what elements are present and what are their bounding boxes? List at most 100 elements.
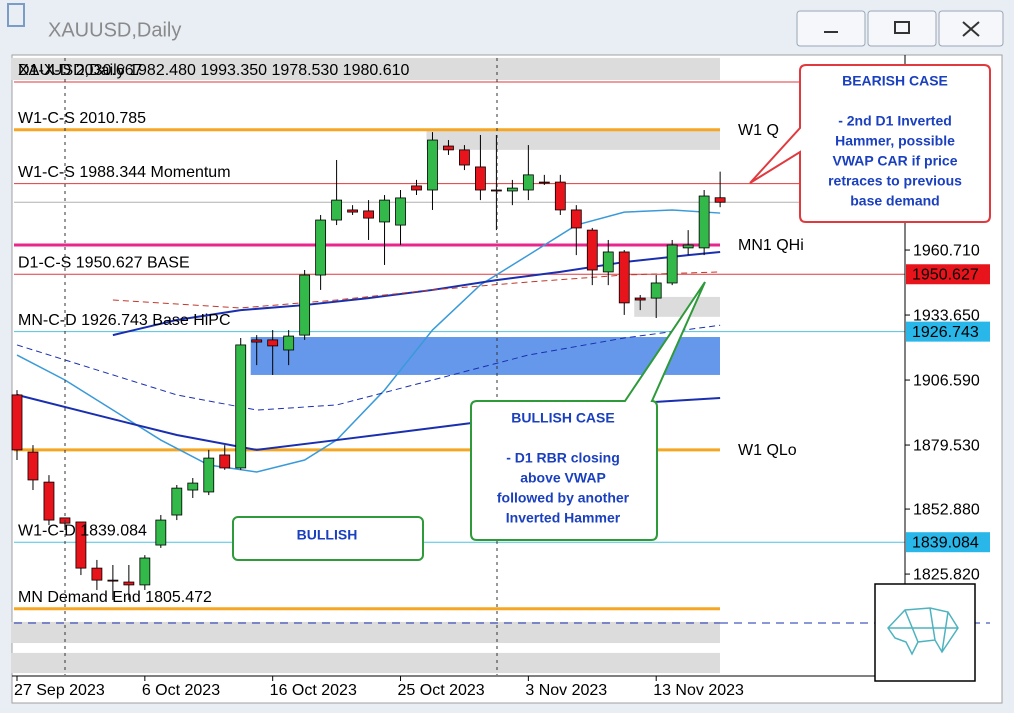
candle-body: [139, 557, 151, 586]
candle-body: [650, 282, 662, 299]
y-tick-label: 1933.650: [913, 307, 980, 324]
logo-box: [874, 583, 976, 682]
candle-body: [666, 244, 678, 284]
candle-body: [11, 394, 23, 451]
candle-body: [347, 209, 358, 213]
candle-body: [267, 339, 279, 347]
candle-body: [490, 189, 502, 192]
candle-body: [602, 251, 614, 273]
price-tag-label: 1950.627: [912, 266, 979, 283]
price-zone: [250, 337, 720, 375]
bear-logo: [887, 607, 959, 656]
candle-body: [443, 145, 454, 151]
close-icon: [962, 21, 980, 37]
candle-body: [219, 454, 231, 469]
callout-text: VWAP CAR if price: [833, 153, 958, 169]
candle-body: [315, 219, 327, 276]
candle-body: [187, 482, 199, 491]
candle-body: [75, 521, 87, 569]
candle-body: [395, 197, 406, 226]
level-label: D1-X-D 2030.667: [18, 62, 143, 79]
candle-body: [331, 199, 343, 221]
callout-text: retraces to previous: [828, 173, 962, 189]
price-tag-label: 1839.084: [912, 534, 979, 551]
level-label: D1-C-S 1950.627 BASE: [18, 254, 190, 271]
callout-text: base demand: [850, 193, 939, 209]
maximize-icon: [894, 21, 910, 34]
candle-body: [155, 519, 167, 546]
x-tick-label: 3 Nov 2023: [525, 682, 607, 699]
callout-text: Inverted Hammer: [506, 510, 621, 526]
candle-body: [698, 195, 710, 249]
indicator-line: [16, 324, 721, 411]
level-right-label: W1 QLo: [738, 442, 797, 459]
candle-body: [43, 481, 55, 521]
label-text: BULLISH: [297, 527, 358, 543]
level-right-label: MN1 QHi: [738, 237, 804, 254]
minimize-button[interactable]: [796, 10, 866, 47]
callout-text: above VWAP: [520, 470, 606, 486]
callout-text: followed by another: [497, 490, 630, 506]
price-zone: [11, 652, 720, 674]
callout-text: Hammer, possible: [835, 133, 955, 149]
candle-body: [682, 244, 694, 249]
window-icon: [7, 3, 25, 27]
level-right-label: W1 Q: [738, 122, 779, 139]
price-tag-label: 1926.743: [912, 324, 979, 341]
candle-body: [554, 181, 566, 211]
level-label: W1-C-S 1988.344 Momentum: [18, 164, 231, 181]
candle-body: [427, 139, 438, 191]
candle-body: [91, 567, 103, 581]
price-zone: [426, 129, 720, 150]
plot: D1-X-D 2030.667 W1-C-S 2010.785 W1 Q W1-C-S…: [11, 57, 990, 699]
price-zone: [11, 621, 720, 644]
candle-body: [634, 297, 646, 301]
callout-title: BEARISH CASE: [842, 73, 948, 89]
candle-body: [251, 339, 263, 343]
candle-body: [283, 335, 295, 351]
candle-body: [618, 251, 630, 304]
candle-body: [235, 344, 247, 469]
candle-body: [411, 185, 422, 191]
callout-text: - D1 RBR closing: [506, 450, 620, 466]
y-tick-label: 1852.880: [913, 501, 980, 518]
maximize-button[interactable]: [867, 10, 937, 47]
overlays: BEARISH CASE - 2nd D1 Inverted Hammer, p…: [232, 64, 991, 682]
candle-body: [171, 487, 183, 516]
candle-body: [475, 166, 486, 191]
x-tick-label: 16 Oct 2023: [270, 682, 357, 699]
x-tick-label: 6 Oct 2023: [142, 682, 220, 699]
x-tick-label: 27 Sep 2023: [14, 682, 105, 699]
candle-body: [203, 457, 215, 493]
candle-body: [459, 149, 470, 166]
x-tick-label: 13 Nov 2023: [653, 682, 744, 699]
window-title: XAUUSD,Daily: [48, 19, 181, 41]
candle-body: [522, 174, 534, 191]
candle-body: [363, 210, 374, 219]
y-tick-label: 1960.710: [913, 242, 980, 259]
callout-title: BULLISH CASE: [511, 410, 614, 426]
level-label: W1-C-S 2010.785: [18, 110, 146, 127]
candle-body: [570, 209, 582, 229]
price-zone: [11, 57, 720, 80]
candle-body: [506, 187, 518, 192]
candle-body: [379, 199, 390, 223]
level-label: W1-C-D 1839.084: [18, 522, 147, 539]
candle-body: [714, 197, 726, 203]
candle-body: [123, 581, 135, 586]
y-tick-label: 1825.820: [913, 566, 980, 583]
bearish-callout: [749, 64, 991, 223]
candle-body: [299, 274, 311, 336]
candle-body: [107, 579, 119, 582]
price-tag: [906, 264, 990, 285]
x-tick-label: 25 Oct 2023: [398, 682, 485, 699]
level-label: MN-C-D 1926.743 Base HiPC: [18, 312, 231, 329]
chart-header: XAUUSD,Daily 1982.480 1993.350 1978.530 …: [18, 62, 410, 79]
candle-body: [27, 451, 39, 481]
price-zone: [634, 296, 720, 317]
callout-text: - 2nd D1 Inverted: [838, 113, 952, 129]
price-tag: [906, 532, 990, 553]
level-label: MN Demand End 1805.472: [18, 589, 212, 606]
y-tick-label: 1906.590: [913, 372, 980, 389]
